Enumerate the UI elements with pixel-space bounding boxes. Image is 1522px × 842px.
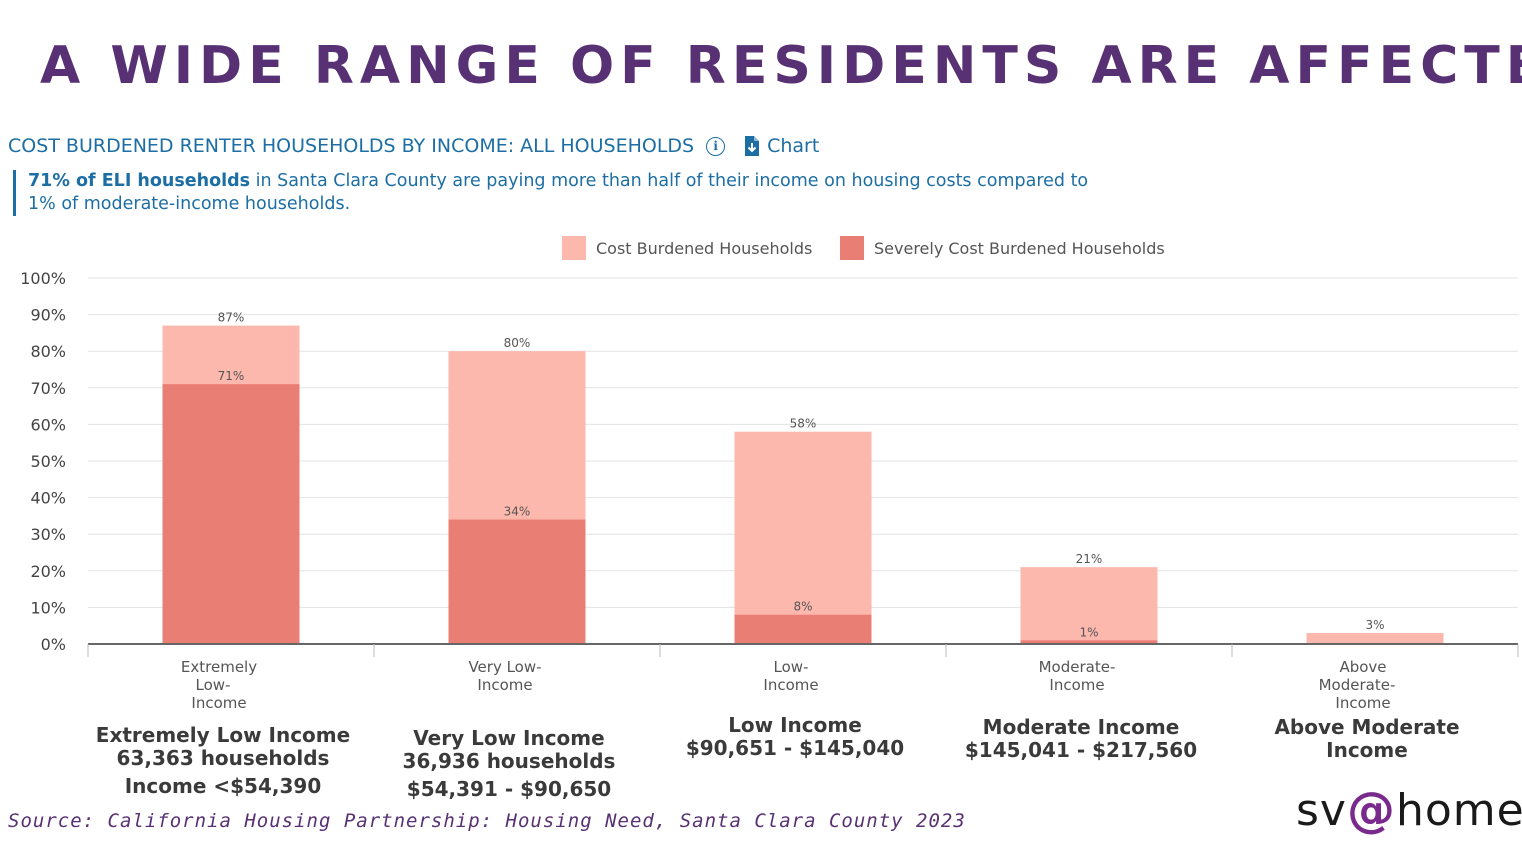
- y-tick-label: 80%: [30, 342, 66, 361]
- bar-severely-cost-burdened: [162, 384, 300, 644]
- category-description-line: $145,041 - $217,560: [964, 738, 1198, 762]
- category-description-line: Low Income: [728, 713, 862, 737]
- data-label-cost-burdened: 21%: [1076, 552, 1103, 566]
- category-description-line: $54,391 - $90,650: [406, 777, 612, 801]
- info-icon[interactable]: i: [706, 136, 726, 156]
- legend-label-cost-burdened: Cost Burdened Households: [596, 239, 812, 258]
- category-description: Moderate Income $145,041 - $217,560: [965, 716, 1197, 762]
- chart-download-link[interactable]: Chart: [767, 135, 820, 157]
- category-description-line: Very Low Income: [413, 726, 605, 750]
- data-label-severely-cost-burdened: 8%: [793, 600, 812, 614]
- legend-swatch-cost-burdened: [562, 236, 586, 260]
- x-tick-label: Moderate-: [1319, 676, 1396, 694]
- bar-chart: Cost Burdened Households Severely Cost Bu…: [20, 236, 1519, 712]
- category-description-line: Moderate Income: [982, 715, 1180, 739]
- callout-text-line2: 1% of moderate-income households.: [28, 194, 351, 214]
- x-tick-label: Income: [191, 694, 246, 712]
- bar-severely-cost-burdened: [448, 519, 586, 644]
- chart-title: COST BURDENED RENTER HOUSEHOLDS BY INCOM…: [8, 135, 695, 157]
- bar-severely-cost-burdened: [1020, 640, 1158, 644]
- category-description-line: Above Moderate: [1274, 715, 1460, 739]
- x-tick-label: Low-: [196, 676, 231, 694]
- x-tick-label: Moderate-: [1039, 658, 1116, 676]
- logo-at: @: [1346, 782, 1396, 838]
- callout-text: in Santa Clara County are paying more th…: [250, 171, 1089, 191]
- logo-suffix: home: [1395, 784, 1522, 836]
- category-description-line: 36,936 households: [402, 749, 616, 773]
- y-tick-label: 0%: [41, 635, 66, 654]
- bar-cost-burdened: [1306, 633, 1444, 644]
- bar-cost-burdened: [1020, 567, 1158, 644]
- x-tick-label: Income: [1335, 694, 1390, 712]
- x-tick-label: Income: [477, 676, 532, 694]
- data-label-cost-burdened: 80%: [504, 336, 531, 350]
- y-tick-label: 90%: [30, 306, 66, 325]
- x-tick-label: Very Low-: [468, 658, 541, 676]
- category-description-line: Extremely Low Income: [95, 723, 351, 747]
- data-label-severely-cost-burdened: 34%: [504, 505, 531, 519]
- data-label-cost-burdened: 87%: [218, 311, 245, 325]
- data-label-cost-burdened: 58%: [790, 417, 817, 431]
- legend-swatch-severely-cost-burdened: [840, 236, 864, 260]
- svhome-logo: sv @ home: [1296, 782, 1522, 838]
- logo-prefix: sv: [1296, 784, 1347, 836]
- bar-severely-cost-burdened: [734, 614, 872, 644]
- y-tick-label: 30%: [30, 525, 66, 544]
- callout-highlight: 71% of ELI households: [28, 171, 251, 191]
- y-tick-label: 70%: [30, 379, 66, 398]
- chart-header: COST BURDENED RENTER HOUSEHOLDS BY INCOM…: [8, 131, 819, 161]
- page-title: A WIDE RANGE OF RESIDENTS ARE AFFECTED: [40, 36, 1522, 96]
- category-description-line: 63,363 households: [116, 746, 330, 770]
- y-tick-label: 100%: [20, 269, 66, 288]
- category-description: Low Income $90,651 - $145,040: [686, 714, 904, 760]
- category-description-line: Income: [1326, 738, 1408, 762]
- category-description-line: $90,651 - $145,040: [685, 736, 905, 760]
- category-description: Above Moderate Income: [1274, 716, 1459, 762]
- y-tick-label: 50%: [30, 452, 66, 471]
- data-label-severely-cost-burdened: 71%: [218, 369, 245, 383]
- x-tick-label: Above: [1339, 658, 1386, 676]
- x-tick-label: Low-: [774, 658, 809, 676]
- category-description: Extremely Low Income 63,363 households Inc…: [96, 724, 350, 798]
- data-label-severely-cost-burdened: 1%: [1079, 625, 1098, 639]
- bar-cost-burdened: [734, 431, 872, 644]
- category-description-line: Income <$54,390: [124, 774, 322, 798]
- y-tick-label: 60%: [30, 415, 66, 434]
- x-tick-label: Income: [1049, 676, 1104, 694]
- x-tick-label: Extremely: [181, 658, 257, 676]
- y-tick-label: 40%: [30, 489, 66, 508]
- y-tick-label: 10%: [30, 598, 66, 617]
- callout: 71% of ELI households in Santa Clara Cou…: [13, 170, 1248, 216]
- legend-label-severely-cost-burdened: Severely Cost Burdened Households: [874, 239, 1165, 258]
- y-tick-label: 20%: [30, 562, 66, 581]
- data-label-cost-burdened: 3%: [1365, 618, 1384, 632]
- download-icon[interactable]: [743, 135, 761, 157]
- source-citation: Source: California Housing Partnership: …: [8, 810, 966, 832]
- category-description: Very Low Income 36,936 households $54,391 …: [403, 727, 616, 801]
- x-tick-label: Income: [763, 676, 818, 694]
